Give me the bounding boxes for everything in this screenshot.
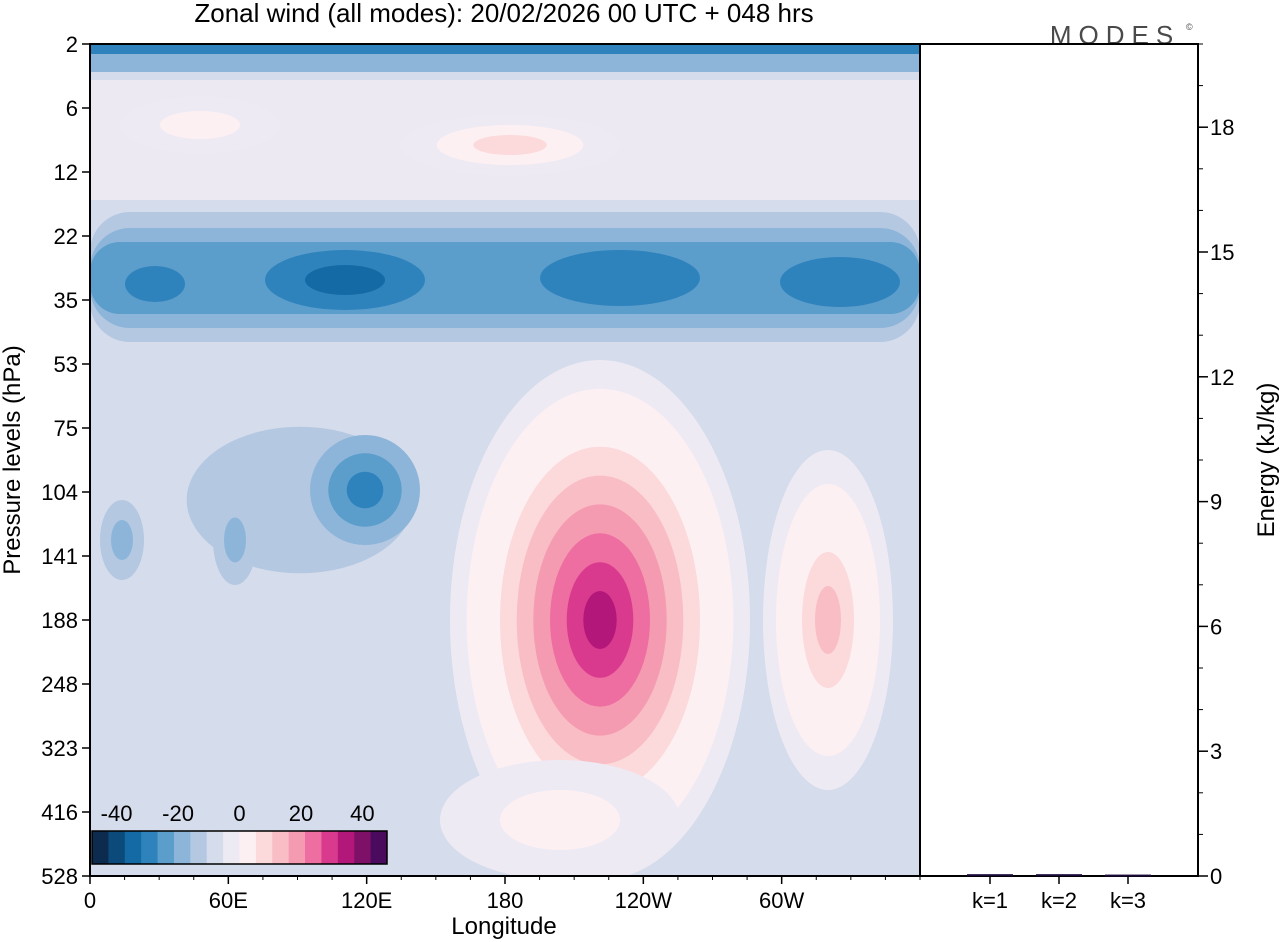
easterly-spot-2 [213,495,257,585]
energy-tick-label: 6 [1210,614,1222,639]
modes-logo: MODES © [1050,20,1193,50]
energy-bar [1105,874,1151,877]
logo-mark: © [1186,22,1193,32]
y-tick-label: 35 [54,288,78,313]
westerly-jet-secondary [763,450,893,790]
colorbar-swatch [108,831,126,864]
y-tick-label: 416 [41,800,78,825]
colorbar-tick-label: -40 [101,801,133,826]
chart-title: Zonal wind (all modes): 20/02/2026 00 UT… [194,0,813,28]
easterly-core-d [125,266,185,302]
easterly-core-b [540,250,700,306]
y-tick-label: 141 [41,544,78,569]
y-tick-label: 53 [54,352,78,377]
easterly-core-west-level [346,471,384,509]
y-tick-label: 188 [41,608,78,633]
easterly-spot-west-level [111,520,133,560]
colorbar-tick-label: 40 [350,801,374,826]
colorbar-swatch [288,831,306,864]
westerly-jet-secondary-level [815,586,841,654]
energy-tick-label: 0 [1210,864,1222,889]
y-tick-label: 6 [66,96,78,121]
colorbar-swatch [337,831,355,864]
y-axis-label: Pressure levels (hPa) [0,345,26,574]
energy-category-label: k=3 [1110,888,1146,913]
colorbar: -40 -20 0 20 40 [91,801,388,865]
x-tick-label: 120E [341,888,392,913]
colorbar-swatch [173,831,191,864]
top-easterly-strip-core [90,44,920,54]
energy-axis-label: Energy (kJ/kg) [1253,383,1280,538]
y-tick-label: 528 [41,864,78,889]
y-tick-label: 22 [54,224,78,249]
colorbar-swatch [255,831,273,864]
x-tick-label: 0 [84,888,96,913]
y-tick-label: 104 [41,480,78,505]
upper-pink-mid-level [473,135,547,155]
easterly-spot-west [100,500,144,580]
y-tick-label: 12 [54,160,78,185]
colorbar-swatch [239,831,257,864]
x-tick-label: 120W [615,888,673,913]
x-tick-label: 180 [487,888,524,913]
logo-text: MODES [1050,20,1180,50]
energy-category-label: k=2 [1041,888,1077,913]
energy-panel-frame [919,43,1199,877]
colorbar-swatch [305,831,322,864]
x-axis-label: Longitude [451,913,556,940]
lower-pink [440,760,680,876]
colorbar-swatch [223,831,240,864]
energy-bar [967,874,1013,877]
upper-pink-mid [400,115,620,175]
easterly-core-a [265,250,425,310]
colorbar-tick-label: 0 [233,801,245,826]
easterly-core-c [780,257,900,307]
easterly-core-d-level [125,266,185,302]
upper-pink-west [120,97,280,153]
energy-category-label: k=1 [972,888,1008,913]
colorbar-tick-label: -20 [162,801,194,826]
easterly-core-west [310,435,420,545]
easterly-spot-2-level [224,517,246,563]
colorbar-swatch [92,831,109,864]
energy-tick-label: 15 [1210,240,1234,265]
colorbar-swatch [190,831,208,864]
westerly-jet-main [450,360,750,876]
colorbar-frame [91,830,388,865]
energy-tick-label: 18 [1210,115,1234,140]
x-tick-label: 60W [759,888,804,913]
colorbar-swatch [124,831,142,864]
colorbar-swatch [321,831,339,864]
wind-field [90,44,920,876]
y-tick-label: 323 [41,736,78,761]
colorbar-swatch [272,831,290,864]
colorbar-swatch [206,831,224,864]
y-tick-label: 248 [41,672,78,697]
energy-bar [1036,874,1082,877]
easterly-core-c-level [780,257,900,307]
easterly-core-b-level [540,250,700,306]
colorbar-swatch [354,831,372,864]
lower-pink-level [500,790,620,850]
energy-tick-label: 9 [1210,490,1222,515]
energy-tick-label: 12 [1210,365,1234,390]
colorbar-swatch [157,831,175,864]
upper-pink-west-level [160,111,240,139]
easterly-core-a-level [305,265,385,295]
energy-tick-label: 3 [1210,739,1222,764]
y-tick-label: 2 [66,32,78,57]
y-tick-label: 75 [54,416,78,441]
colorbar-tick-label: 20 [289,801,313,826]
colorbar-swatch [141,831,159,864]
x-tick-label: 60E [209,888,248,913]
westerly-jet-main-level [583,591,617,649]
colorbar-swatch [370,831,388,864]
